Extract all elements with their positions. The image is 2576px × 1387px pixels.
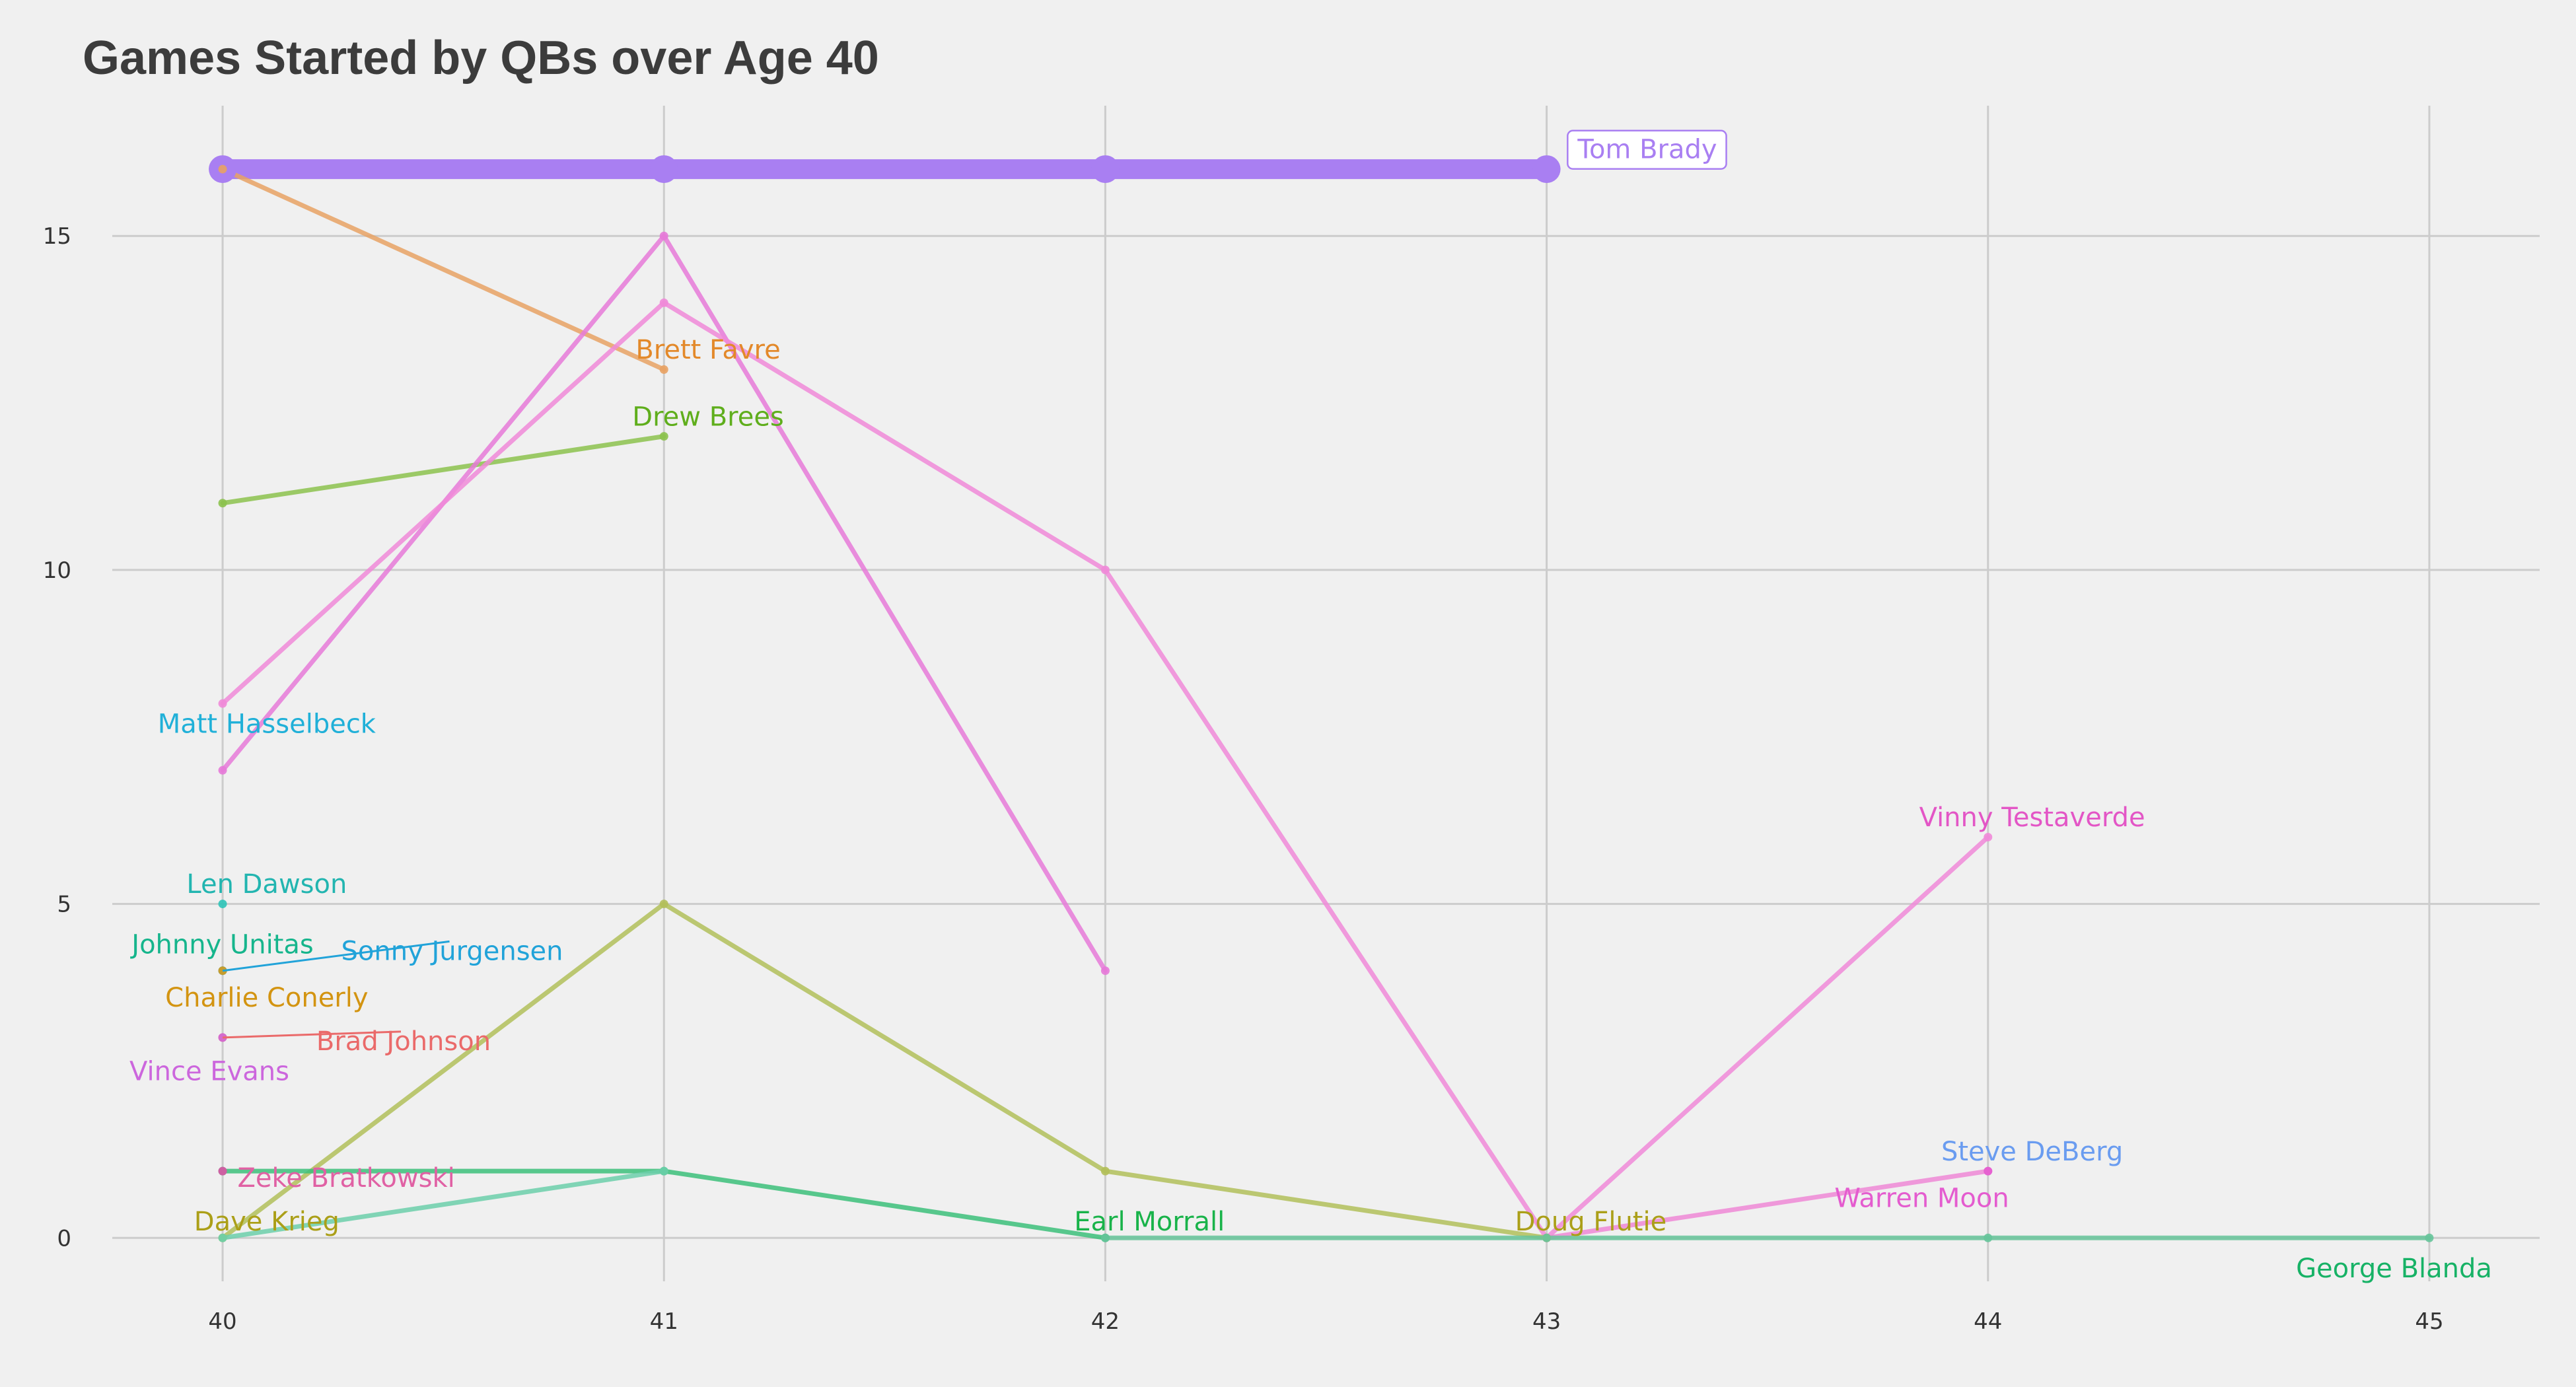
y-tick-label: 5 xyxy=(57,892,71,918)
x-tick-label: 41 xyxy=(650,1308,678,1335)
point-matt-hasselbeck xyxy=(659,231,668,240)
point-drew-brees xyxy=(659,432,668,441)
point-tom-brady xyxy=(1532,155,1561,184)
line-brett-favre xyxy=(220,166,666,372)
point-matt-hasselbeck xyxy=(218,765,227,775)
label-sonny-jurgensen: Sonny Jurgensen xyxy=(341,936,563,966)
chart-title: Games Started by QBs over Age 40 xyxy=(83,32,879,85)
label-drew-brees: Drew Brees xyxy=(632,402,783,432)
label-len-dawson: Len Dawson xyxy=(186,869,347,900)
point-zeke-bratkowski xyxy=(218,1166,227,1176)
point-doug-flutie xyxy=(659,900,668,909)
series-labels: Tom Brady Brett Favre Drew Brees Matt Hasse… xyxy=(129,129,2492,1284)
point-vinny-testaverde xyxy=(218,699,227,708)
x-tick-label: 40 xyxy=(208,1308,236,1335)
series-points xyxy=(209,155,2434,1242)
point-dave-krieg xyxy=(659,1166,668,1176)
label-tom-brady: Tom Brady xyxy=(1577,135,1717,165)
label-earl-morrall: Earl Morrall xyxy=(1074,1207,1225,1237)
label-brett-favre: Brett Favre xyxy=(635,335,780,365)
y-tick-label: 15 xyxy=(43,223,71,250)
y-tick-label: 10 xyxy=(43,557,71,584)
label-vince-evans: Vince Evans xyxy=(129,1056,289,1086)
x-tick-label: 43 xyxy=(1532,1308,1561,1335)
label-warren-moon: Warren Moon xyxy=(1834,1184,2009,1214)
point-dave-krieg xyxy=(218,1233,227,1242)
point-vinny-testaverde xyxy=(1984,832,1993,841)
point-len-dawson xyxy=(218,900,227,909)
point-tom-brady xyxy=(650,155,678,184)
x-tick-label: 45 xyxy=(2415,1308,2443,1335)
label-dave-krieg: Dave Krieg xyxy=(194,1207,340,1237)
point-brett-favre xyxy=(218,164,227,174)
label-steve-deberg: Steve DeBerg xyxy=(1941,1137,2123,1167)
line-dave-krieg xyxy=(220,1168,666,1240)
line-drew-brees xyxy=(220,434,666,506)
line-steve-deberg xyxy=(1544,1168,1991,1240)
label-vinny-testaverde: Vinny Testaverde xyxy=(1919,802,2145,833)
label-charlie-conerly: Charlie Conerly xyxy=(165,983,368,1013)
label-box-tom-brady xyxy=(1567,129,1727,170)
label-brad-johnson: Brad Johnson xyxy=(316,1026,491,1057)
x-tick-label: 42 xyxy=(1091,1308,1120,1335)
point-doug-flutie xyxy=(1100,1166,1110,1176)
leader-brad-johnson xyxy=(222,1030,402,1039)
point-drew-brees xyxy=(218,499,227,508)
y-tick-label: 0 xyxy=(57,1225,71,1252)
point-brett-favre xyxy=(659,365,668,374)
point-vinny-testaverde xyxy=(659,298,668,307)
point-george-blanda xyxy=(1542,1233,1552,1242)
x-tick-label: 44 xyxy=(1974,1308,2002,1335)
label-johnny-unitas: Johnny Unitas xyxy=(129,929,314,960)
label-matt-hasselbeck: Matt Hasselbeck xyxy=(158,709,376,740)
line-doug-flutie xyxy=(220,902,1550,1240)
label-george-blanda: George Blanda xyxy=(2296,1254,2492,1284)
point-warren-moon xyxy=(1984,1166,1993,1176)
point-matt-hasselbeck xyxy=(1100,966,1110,976)
axis-tick-labels: 40 41 42 43 44 45 0 5 10 15 xyxy=(43,223,2444,1335)
point-george-blanda xyxy=(1984,1233,1993,1242)
point-vinny-testaverde xyxy=(1100,565,1110,575)
label-zeke-bratkowski: Zeke Bratkowski xyxy=(238,1163,455,1193)
point-george-blanda xyxy=(1100,1233,1110,1242)
leader-sonny-jurgensen xyxy=(222,940,450,972)
point-tom-brady xyxy=(1091,155,1120,184)
point-george-blanda xyxy=(2425,1233,2434,1242)
label-doug-flutie: Doug Flutie xyxy=(1515,1207,1667,1237)
